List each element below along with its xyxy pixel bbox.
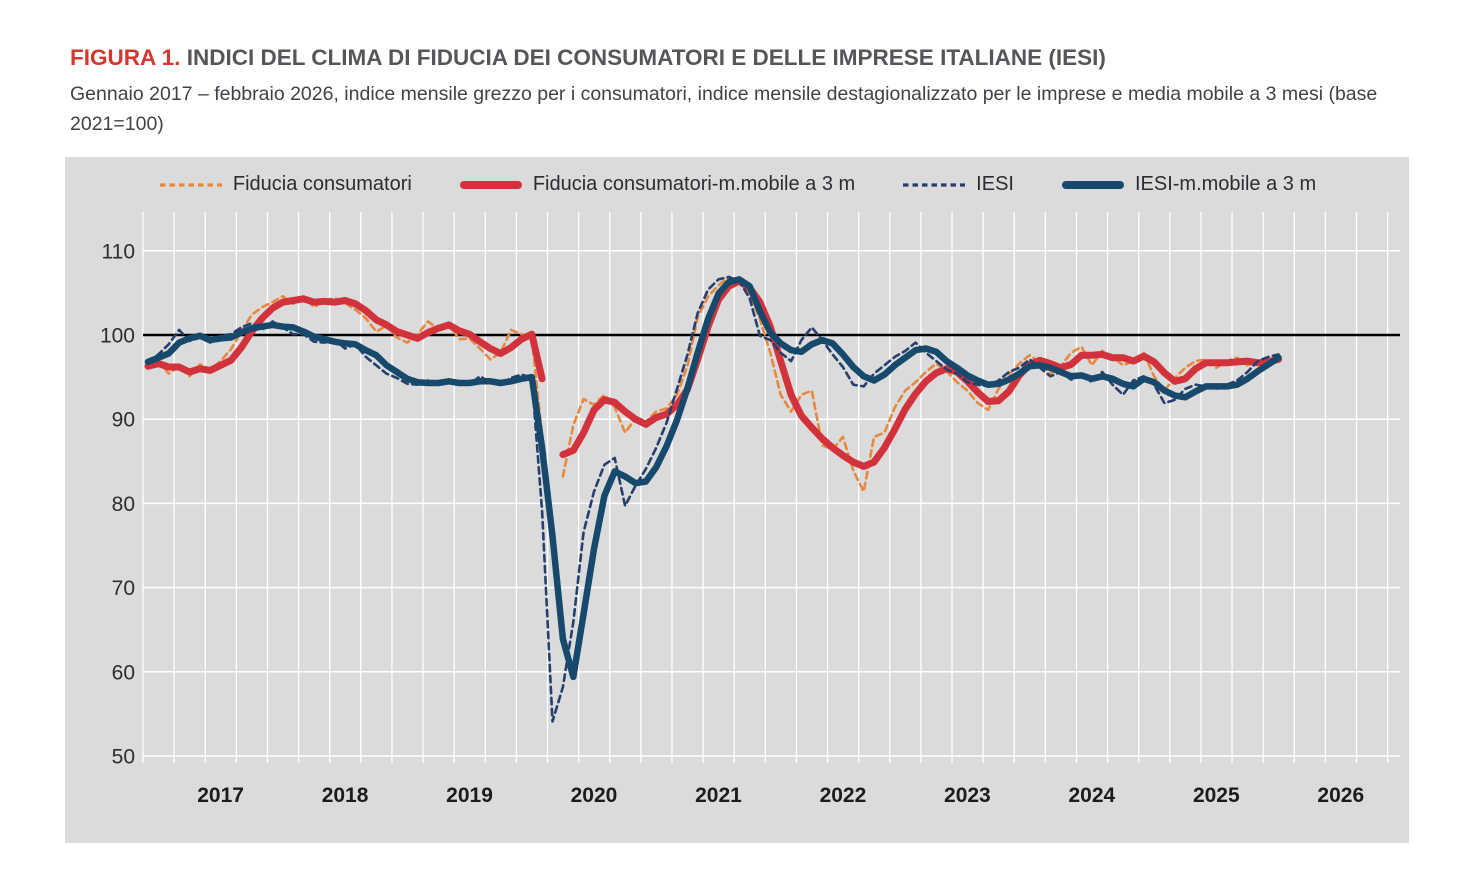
chart-legend: Fiducia consumatori Fiducia consumatori-m…: [65, 173, 1409, 196]
x-axis-label-2025: 2025: [1193, 784, 1240, 807]
x-axis-label-2022: 2022: [820, 784, 867, 807]
x-axis-label-2023: 2023: [944, 784, 991, 807]
figure-header: FIGURA 1. INDICI DEL CLIMA DI FIDUCIA DE…: [70, 44, 1400, 139]
y-axis-label: 50: [112, 746, 135, 769]
legend-label-fiducia-consumatori: Fiducia consumatori: [232, 173, 412, 195]
x-axis-label-2026: 2026: [1317, 784, 1364, 807]
x-axis-label-2019: 2019: [446, 784, 493, 807]
legend-item-fiducia-consumatori: Fiducia consumatori: [158, 173, 412, 196]
figure-title-line: FIGURA 1. INDICI DEL CLIMA DI FIDUCIA DE…: [70, 44, 1400, 72]
line-chart-plot: 50 60 70 80 90 100 110 2017 2018 2019 2020 2021 2022…: [100, 212, 1400, 807]
legend-item-fiducia-consumatori-mm3: Fiducia consumatori-m.mobile a 3 m: [458, 173, 855, 196]
y-axis-label: 110: [102, 240, 135, 263]
legend-swatch-iesi-mm3-solid-line-icon: [1061, 180, 1124, 189]
legend-swatch-fiducia-consumatori-dashed-line-icon: [159, 182, 222, 187]
legend-item-iesi-mm3: IESI-m.mobile a 3 m: [1060, 173, 1316, 196]
legend-label-iesi: IESI: [976, 173, 1014, 195]
figure-number-label: FIGURA 1.: [70, 45, 181, 70]
legend-label-fiducia-consumatori-mm3: Fiducia consumatori-m.mobile a 3 m: [532, 173, 856, 195]
chart-area: 50 60 70 80 90 100 110 2017 2018 2019 2020 2021 2022…: [65, 157, 1409, 843]
series-line-iesi-mm3: [144, 276, 1282, 681]
x-axis-label-2018: 2018: [322, 784, 369, 807]
y-axis-label: 70: [112, 577, 135, 600]
x-axis-label-2021: 2021: [695, 784, 742, 807]
x-axis-label-2024: 2024: [1068, 784, 1115, 807]
y-axis-label: 60: [112, 661, 135, 684]
legend-item-iesi: IESI: [901, 173, 1014, 196]
y-axis-label: 90: [112, 409, 135, 432]
figure-subtitle: Gennaio 2017 – febbraio 2026, indice men…: [70, 83, 1378, 135]
legend-label-iesi-mm3: IESI-m.mobile a 3 m: [1134, 173, 1317, 195]
x-axis-label-2017: 2017: [197, 784, 244, 807]
legend-swatch-iesi-dashed-line-icon: [903, 182, 966, 187]
legend-swatch-fiducia-consumatori-mm3-solid-line-icon: [459, 180, 522, 189]
y-axis-label: 80: [112, 493, 135, 516]
y-axis-label: 100: [100, 325, 135, 348]
series-line-iesi: [146, 275, 1280, 723]
x-axis-label-2020: 2020: [571, 784, 618, 807]
figure-title: INDICI DEL CLIMA DI FIDUCIA DEI CONSUMAT…: [186, 45, 1106, 70]
